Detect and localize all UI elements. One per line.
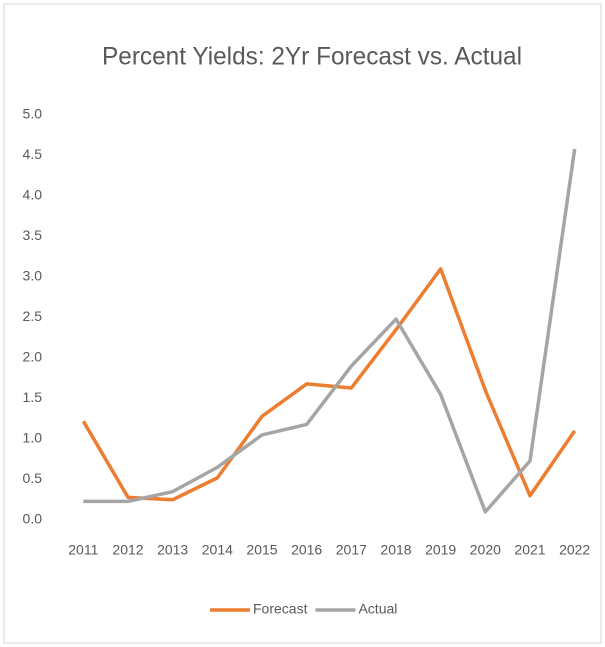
chart-frame — [3, 3, 602, 644]
x-tick-label: 2016 — [291, 542, 322, 558]
y-tick-label: 4.5 — [23, 146, 43, 162]
x-tick-label: 2020 — [470, 542, 501, 558]
x-tick-label: 2015 — [246, 542, 277, 558]
data-line — [81, 267, 577, 502]
y-tick-label: 2.0 — [23, 349, 43, 365]
x-tick-label: 2022 — [559, 542, 590, 558]
y-tick-label: 4.0 — [23, 187, 43, 203]
x-tick-label: 2013 — [157, 542, 188, 558]
y-tick-label: 0.0 — [23, 511, 43, 527]
legend-label: Forecast — [253, 601, 308, 617]
x-tick-label: 2017 — [336, 542, 367, 558]
x-tick-label: 2019 — [425, 542, 456, 558]
y-tick-label: 2.5 — [23, 308, 43, 324]
y-tick-label: 5.0 — [23, 106, 43, 122]
x-tick-label: 2014 — [202, 542, 233, 558]
y-tick-label: 1.5 — [23, 389, 43, 405]
y-tick-label: 1.0 — [23, 430, 43, 446]
y-tick-label: 3.5 — [23, 227, 43, 243]
x-tick-label: 2011 — [68, 542, 98, 558]
x-tick-label: 2018 — [380, 542, 411, 558]
x-tick-label: 2021 — [514, 542, 545, 558]
legend-label: Actual — [358, 601, 397, 617]
y-tick-label: 0.5 — [23, 470, 43, 486]
y-tick-label: 3.0 — [23, 268, 43, 284]
data-line — [83, 148, 577, 514]
chart-title: Percent Yields: 2Yr Forecast vs. Actual — [102, 43, 522, 71]
x-tick-label: 2012 — [112, 542, 143, 558]
